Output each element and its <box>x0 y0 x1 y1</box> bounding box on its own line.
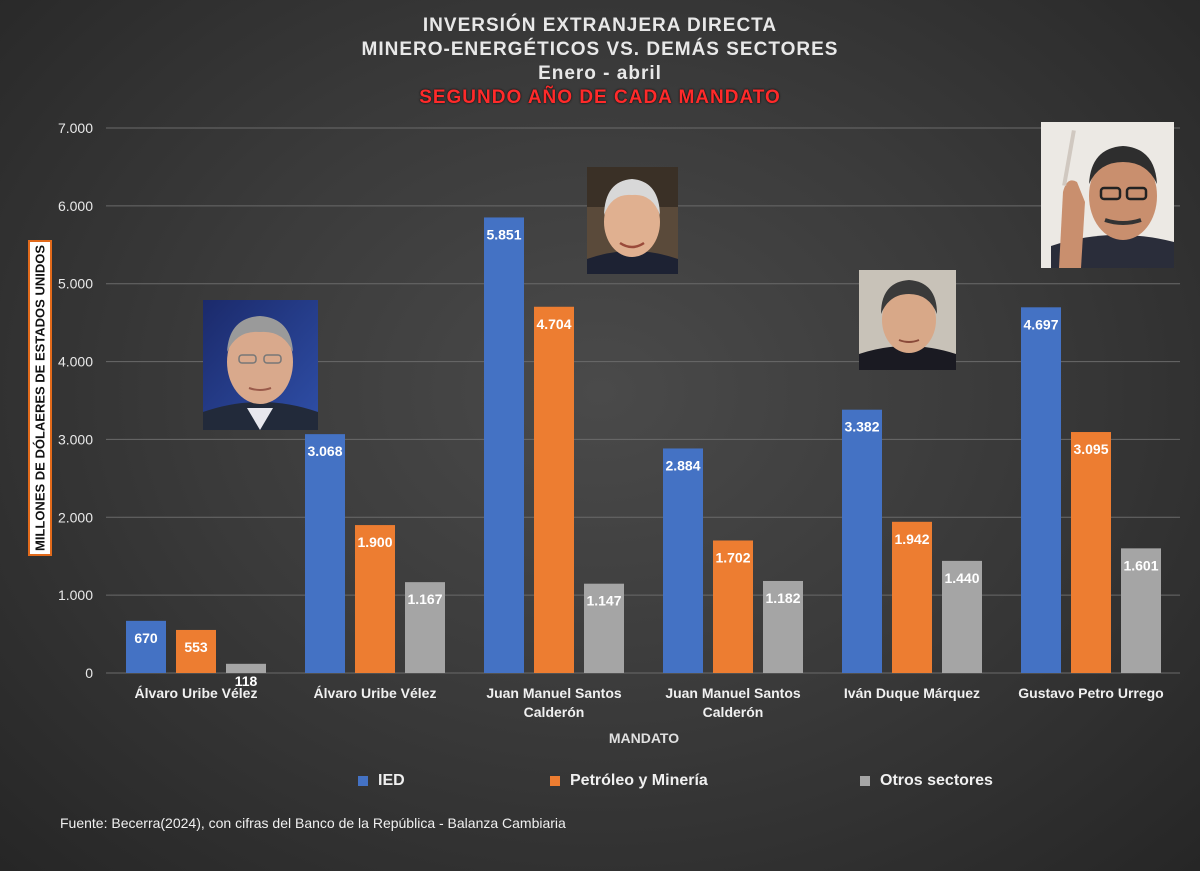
x-tick-label: Gustavo Petro Urrego <box>1018 685 1163 701</box>
bar-petroleo <box>713 540 753 673</box>
legend-label-ied: IED <box>378 772 405 789</box>
bar-ied <box>1021 307 1061 673</box>
y-tick-label: 7.000 <box>58 120 93 136</box>
bar-ied <box>663 448 703 673</box>
bar-ied <box>126 620 166 673</box>
y-axis-label-box: MILLONES DE DÓLAERES DE ESTADOS UNIDOS <box>28 240 52 556</box>
x-tick-label: Juan Manuel Santos <box>665 685 801 701</box>
x-axis-ticks: Álvaro Uribe Vélez Álvaro Uribe Vélez Juan… <box>135 685 1164 720</box>
y-tick-label: 2.000 <box>58 509 93 525</box>
y-tick-label: 0 <box>85 665 93 681</box>
legend-swatch-otros <box>860 776 870 786</box>
y-axis-label: MILLONES DE DÓLAERES DE ESTADOS UNIDOS <box>32 244 48 552</box>
x-tick-label: Calderón <box>524 704 585 720</box>
bar-data-label: 1.147 <box>586 593 621 609</box>
chart-title-line2: MINERO-ENERGÉTICOS VS. DEMÁS SECTORES <box>361 39 839 60</box>
bar-data-label: 1.440 <box>944 570 979 586</box>
chart-title-block: INVERSIÓN EXTRANJERA DIRECTA MINERO-ENER… <box>0 14 1200 110</box>
y-tick-label: 4.000 <box>58 354 93 370</box>
bar-petroleo <box>892 521 932 673</box>
bar-ied <box>305 434 345 673</box>
legend-item-otros: Otros sectores <box>860 772 993 790</box>
bar-otros <box>942 560 982 673</box>
bar-otros <box>226 663 266 673</box>
bar-data-label: 1.702 <box>715 549 750 565</box>
bar-ied <box>842 409 882 673</box>
portrait-duque <box>859 270 956 370</box>
portrait-petro <box>1041 122 1174 268</box>
bar-data-label: 1.900 <box>357 534 392 550</box>
bar-data-label: 118 <box>235 673 258 689</box>
portrait-uribe <box>203 300 318 430</box>
legend-item-ied: IED <box>358 772 405 790</box>
x-tick-label: Álvaro Uribe Vélez <box>135 685 258 701</box>
bar-otros <box>405 582 445 673</box>
y-tick-label: 3.000 <box>58 431 93 447</box>
x-tick-label: Álvaro Uribe Vélez <box>314 685 437 701</box>
chart-subtitle-highlight: SEGUNDO AÑO DE CADA MANDATO <box>419 87 781 108</box>
bar-data-label: 1.167 <box>407 591 442 607</box>
legend-item-petroleo: Petróleo y Minería <box>550 772 708 790</box>
x-tick-label: Juan Manuel Santos <box>486 685 622 701</box>
legend-label-petroleo: Petróleo y Minería <box>570 772 708 789</box>
y-tick-label: 1.000 <box>58 587 93 603</box>
bars: 670 3.068 5.851 2.884 3.382 4.697 553 1.900 4.70… <box>126 217 1161 689</box>
bar-data-label: 2.884 <box>665 457 700 473</box>
bar-otros <box>1121 548 1161 673</box>
bar-ied <box>484 217 524 673</box>
bar-petroleo <box>176 629 216 673</box>
bar-data-label: 3.382 <box>844 419 879 435</box>
legend-label-otros: Otros sectores <box>880 772 993 789</box>
y-tick-label: 5.000 <box>58 276 93 292</box>
bar-petroleo <box>355 525 395 673</box>
chart-subtitle-period: Enero - abril <box>538 63 662 84</box>
bar-otros <box>584 583 624 673</box>
portrait-santos <box>587 167 678 274</box>
bar-data-label: 670 <box>134 630 158 646</box>
bar-petroleo <box>534 306 574 673</box>
bar-data-label: 3.068 <box>307 443 342 459</box>
bar-data-label: 1.601 <box>1123 557 1158 573</box>
y-axis-ticks: 0 1.000 2.000 3.000 4.000 5.000 6.000 7.000 <box>58 120 93 681</box>
bar-data-label: 1.182 <box>765 590 800 606</box>
x-axis-label: MANDATO <box>608 730 680 746</box>
chart-title: INVERSIÓN EXTRANJERA DIRECTA <box>422 15 778 36</box>
y-tick-label: 6.000 <box>58 198 93 214</box>
bar-data-label: 4.697 <box>1023 316 1058 332</box>
source-note: Fuente: Becerra(2024), con cifras del Ba… <box>60 815 566 831</box>
x-tick-label: Iván Duque Márquez <box>844 685 980 701</box>
bar-otros <box>763 580 803 673</box>
legend-swatch-petroleo <box>550 776 560 786</box>
bar-data-label: 553 <box>184 639 208 655</box>
legend-swatch-ied <box>358 776 368 786</box>
bar-data-label: 1.942 <box>894 531 929 547</box>
bar-data-label: 3.095 <box>1073 441 1108 457</box>
x-tick-label: Calderón <box>703 704 764 720</box>
legend: IED Petróleo y Minería Otros sectores <box>0 772 1200 794</box>
bar-data-label: 5.851 <box>486 226 521 242</box>
bar-data-label: 4.704 <box>536 316 571 332</box>
bar-petroleo <box>1071 432 1111 673</box>
